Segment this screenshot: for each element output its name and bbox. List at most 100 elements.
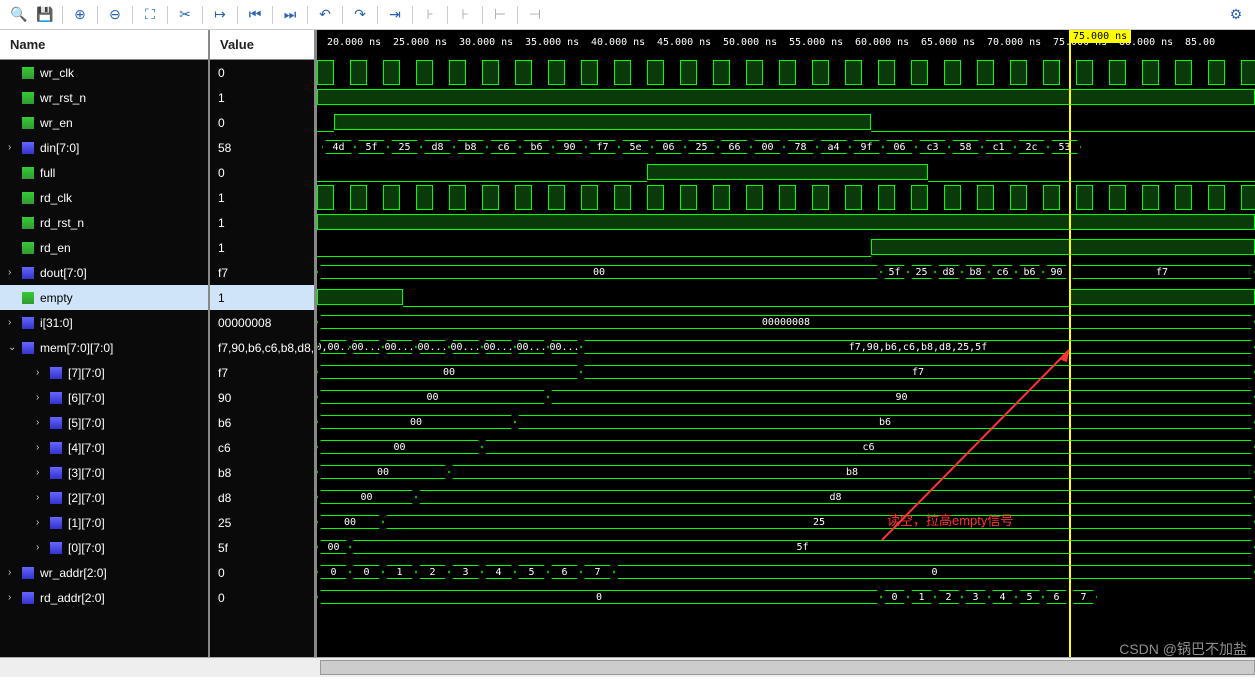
value-cell: 1 [210, 85, 314, 110]
signal-name: wr_addr[2:0] [40, 566, 107, 580]
signal-row-wr-clk[interactable]: wr_clk [0, 60, 208, 85]
signal-icon [22, 292, 34, 304]
bus-icon [22, 267, 34, 279]
signal-row-mem-7-0--7-0-[interactable]: ⌄mem[7:0][7:0] [0, 335, 208, 360]
signal-name: [7][7:0] [68, 366, 105, 380]
signal-icon [22, 167, 34, 179]
value-cell: 0 [210, 110, 314, 135]
first-icon[interactable]: ⏮ [244, 4, 266, 26]
bus-icon [50, 467, 62, 479]
scrollbar-thumb[interactable] [320, 660, 1255, 675]
signal-name: [4][7:0] [68, 441, 105, 455]
bus-icon [50, 367, 62, 379]
value-cell: 25 [210, 510, 314, 535]
main-content: Name wr_clkwr_rst_nwr_en›din[7:0]fullrd_… [0, 30, 1255, 657]
expand-icon[interactable]: › [8, 317, 20, 328]
expand-icon[interactable]: › [8, 267, 20, 278]
bus-icon [50, 542, 62, 554]
signal-row-full[interactable]: full [0, 160, 208, 185]
cursor-line[interactable] [1069, 30, 1071, 657]
marker-2-icon[interactable]: ⊦ [454, 4, 476, 26]
save-icon[interactable]: 💾 [34, 4, 56, 26]
toolbar: 🔍 💾 ⊕ ⊖ ⛶ ✂ ↦ ⏮ ⏭ ↶ ↷ ⇥ ⊦ ⊦ ⊢ ⊣ ⚙ [0, 0, 1255, 30]
value-column-header: Value [210, 30, 314, 60]
expand-icon[interactable]: › [36, 542, 48, 553]
marker-3-icon[interactable]: ⊢ [489, 4, 511, 26]
value-cell: 1 [210, 210, 314, 235]
bus-icon [50, 517, 62, 529]
signal-name: empty [40, 291, 73, 305]
signal-row-wr-rst-n[interactable]: wr_rst_n [0, 85, 208, 110]
bus-icon [22, 142, 34, 154]
signal-icon [22, 192, 34, 204]
search-icon[interactable]: 🔍 [8, 4, 30, 26]
value-cell: 58 [210, 135, 314, 160]
marker-4-icon[interactable]: ⊣ [524, 4, 546, 26]
signal-row-rd-rst-n[interactable]: rd_rst_n [0, 210, 208, 235]
signal-row--1--7-0-[interactable]: ›[1][7:0] [0, 510, 208, 535]
signal-row-rd-addr-2-0-[interactable]: ›rd_addr[2:0] [0, 585, 208, 610]
gear-icon[interactable]: ⚙ [1225, 4, 1247, 26]
expand-icon[interactable]: › [36, 467, 48, 478]
signal-row--4--7-0-[interactable]: › [4][7:0] [0, 435, 208, 460]
bus-icon [22, 317, 34, 329]
bus-icon [50, 417, 62, 429]
signal-row--5--7-0-[interactable]: ›[5][7:0] [0, 410, 208, 435]
last-icon[interactable]: ⏭ [279, 4, 301, 26]
value-cell: 0 [210, 585, 314, 610]
signal-row-dout-7-0-[interactable]: ›dout[7:0] [0, 260, 208, 285]
signal-name: full [40, 166, 55, 180]
bus-icon [22, 342, 34, 354]
signal-name: wr_rst_n [40, 91, 86, 105]
expand-icon[interactable]: › [36, 492, 48, 503]
signal-name: din[7:0] [40, 141, 79, 155]
value-cell: 1 [210, 285, 314, 310]
signal-row-din-7-0-[interactable]: › din[7:0] [0, 135, 208, 160]
cut-icon[interactable]: ✂ [174, 4, 196, 26]
signal-name: rd_clk [40, 191, 72, 205]
signal-row--0--7-0-[interactable]: ›[0][7:0] [0, 535, 208, 560]
signal-row-wr-en[interactable]: wr_en [0, 110, 208, 135]
expand-icon[interactable]: › [36, 392, 48, 403]
next-edge-icon[interactable]: ↷ [349, 4, 371, 26]
zoom-fit-icon[interactable]: ⛶ [139, 4, 161, 26]
signal-name: wr_clk [40, 66, 74, 80]
value-cell: 0 [210, 560, 314, 585]
value-cell: f7 [210, 360, 314, 385]
add-marker-icon[interactable]: ⇥ [384, 4, 406, 26]
cursor-label: 75.000 ns [1069, 30, 1131, 43]
expand-icon[interactable]: › [8, 142, 20, 153]
horizontal-scrollbar[interactable] [0, 657, 1255, 677]
expand-icon[interactable]: ⌄ [8, 342, 20, 353]
signal-row-empty[interactable]: empty [0, 285, 208, 310]
wave-area[interactable]: 4d5f25d8b8c6b690f75e0625660078a49f06c358… [317, 60, 1255, 657]
expand-icon[interactable]: › [36, 367, 48, 378]
step-icon[interactable]: ↦ [209, 4, 231, 26]
signal-row--3--7-0-[interactable]: ›[3][7:0] [0, 460, 208, 485]
bus-icon [22, 592, 34, 604]
expand-icon[interactable]: › [36, 417, 48, 428]
expand-icon[interactable]: › [36, 442, 48, 453]
prev-edge-icon[interactable]: ↶ [314, 4, 336, 26]
value-cell: 00000008 [210, 310, 314, 335]
signal-icon [22, 67, 34, 79]
bus-icon [50, 392, 62, 404]
signal-row--6--7-0-[interactable]: ›[6][7:0] [0, 385, 208, 410]
waveform-panel[interactable]: 20.000 ns25.000 ns30.000 ns35.000 ns40.0… [317, 30, 1255, 657]
marker-1-icon[interactable]: ⊦ [419, 4, 441, 26]
expand-icon[interactable]: › [8, 592, 20, 603]
expand-icon[interactable]: › [8, 567, 20, 578]
value-cell: f7 [210, 260, 314, 285]
signal-row-rd-clk[interactable]: rd_clk [0, 185, 208, 210]
signal-row--7--7-0-[interactable]: › [7][7:0] [0, 360, 208, 385]
signal-row-i-31-0-[interactable]: ›i[31:0] [0, 310, 208, 335]
signal-row--2--7-0-[interactable]: ›[2][7:0] [0, 485, 208, 510]
signal-icon [22, 217, 34, 229]
zoom-in-icon[interactable]: ⊕ [69, 4, 91, 26]
signal-row-wr-addr-2-0-[interactable]: › wr_addr[2:0] [0, 560, 208, 585]
zoom-out-icon[interactable]: ⊖ [104, 4, 126, 26]
expand-icon[interactable]: › [36, 517, 48, 528]
signal-row-rd-en[interactable]: rd_en [0, 235, 208, 260]
watermark: CSDN @锅巴不加盐 [1119, 639, 1247, 659]
bus-icon [50, 442, 62, 454]
